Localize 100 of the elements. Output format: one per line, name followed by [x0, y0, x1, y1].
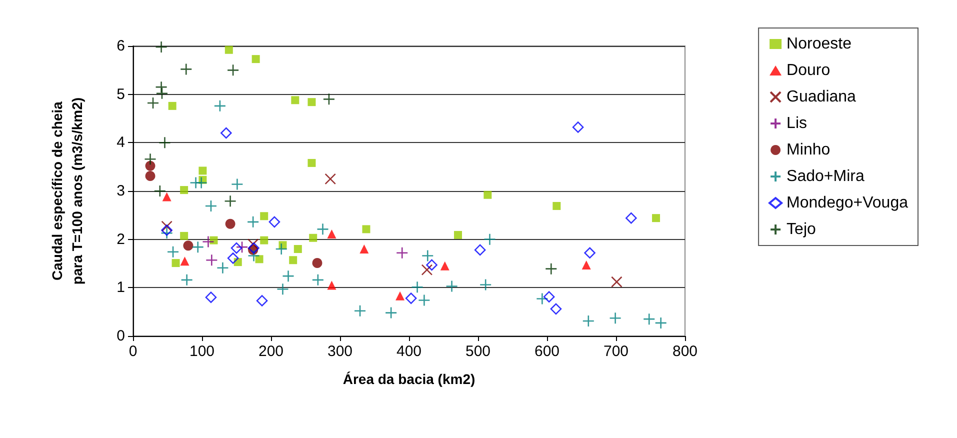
y-tick-label: 3: [116, 182, 125, 200]
point: [202, 236, 214, 248]
point: [145, 160, 156, 171]
point: [282, 270, 294, 282]
point: [155, 40, 168, 54]
point: [362, 225, 370, 234]
point: [195, 176, 208, 189]
point: [183, 240, 194, 251]
point: [256, 295, 268, 306]
point: [384, 306, 398, 319]
y-tick-label: 4: [116, 134, 125, 152]
point: [166, 246, 180, 258]
point: [144, 152, 156, 166]
point: [231, 178, 244, 190]
point: [312, 274, 324, 286]
point: [322, 93, 336, 106]
point: [327, 230, 336, 239]
point: [180, 274, 193, 286]
point: [454, 230, 462, 239]
point: [260, 236, 268, 244]
point: [536, 292, 548, 305]
point: [474, 244, 486, 256]
point: [268, 216, 280, 228]
point: [421, 250, 434, 262]
point: [246, 216, 260, 228]
point: [180, 186, 188, 194]
y-tick-label: 1: [116, 279, 125, 296]
point: [161, 220, 172, 232]
point: [206, 254, 218, 266]
point: [324, 173, 336, 185]
point: [582, 314, 595, 328]
point: [248, 250, 260, 262]
point: [180, 232, 188, 240]
x-tick-label: 0: [128, 343, 138, 360]
point: [210, 236, 218, 244]
point: [396, 291, 405, 300]
point: [276, 282, 289, 296]
point: [421, 264, 433, 276]
point: [418, 294, 430, 306]
point: [411, 281, 424, 294]
point: [225, 218, 236, 229]
point: [654, 316, 667, 330]
point: [552, 202, 561, 210]
point: [289, 256, 298, 264]
x-tick-label: 700: [603, 343, 629, 360]
y-tick-label: 6: [116, 38, 125, 54]
y-axis-title: Caudal específico de cheia para T=100 anos (m3/s/km2): [49, 97, 85, 285]
point: [226, 64, 240, 76]
point: [543, 291, 555, 302]
point: [484, 190, 492, 199]
point: [316, 223, 329, 236]
point: [162, 192, 172, 202]
point: [220, 127, 232, 139]
point: [255, 255, 264, 264]
point: [145, 171, 156, 182]
point: [611, 276, 622, 288]
point: [354, 304, 366, 318]
point: [230, 242, 242, 254]
point: [158, 136, 171, 149]
y-tick-label: 0: [116, 328, 125, 344]
point: [582, 260, 591, 270]
legend-label: Lis: [786, 115, 808, 132]
x-tick-label: 300: [327, 343, 353, 360]
point: [440, 261, 450, 270]
legend-label: Mondego+Vouga: [786, 194, 908, 212]
x-tick-label: 500: [465, 343, 491, 360]
x-tick-label: 100: [189, 343, 215, 360]
point: [161, 224, 172, 236]
point: [626, 212, 637, 224]
point: [275, 242, 288, 256]
point: [360, 244, 369, 254]
point: [291, 96, 300, 104]
point: [260, 212, 268, 220]
point: [308, 98, 316, 106]
point: [204, 200, 218, 212]
point: [248, 242, 260, 254]
point: [205, 292, 217, 303]
point: [609, 312, 622, 324]
point: [642, 312, 656, 326]
x-tick-label: 400: [396, 343, 422, 360]
point: [227, 252, 239, 264]
legend-label: Guadiana: [786, 88, 856, 106]
point: [405, 292, 417, 304]
legend-label: Sado+Mira: [786, 168, 864, 185]
point: [252, 55, 260, 64]
point: [224, 195, 236, 208]
point: [192, 240, 204, 254]
point: [198, 166, 207, 175]
point: [172, 259, 180, 268]
legend-label: Douro: [786, 62, 830, 79]
point: [484, 233, 496, 246]
point: [479, 278, 492, 291]
point: [236, 240, 248, 254]
x-tick-label: 200: [258, 343, 284, 360]
point: [312, 258, 322, 268]
legend-label: Minho: [786, 142, 830, 158]
x-tick-label: 600: [534, 343, 560, 360]
point: [327, 280, 336, 290]
point: [180, 256, 190, 266]
point: [426, 259, 438, 271]
